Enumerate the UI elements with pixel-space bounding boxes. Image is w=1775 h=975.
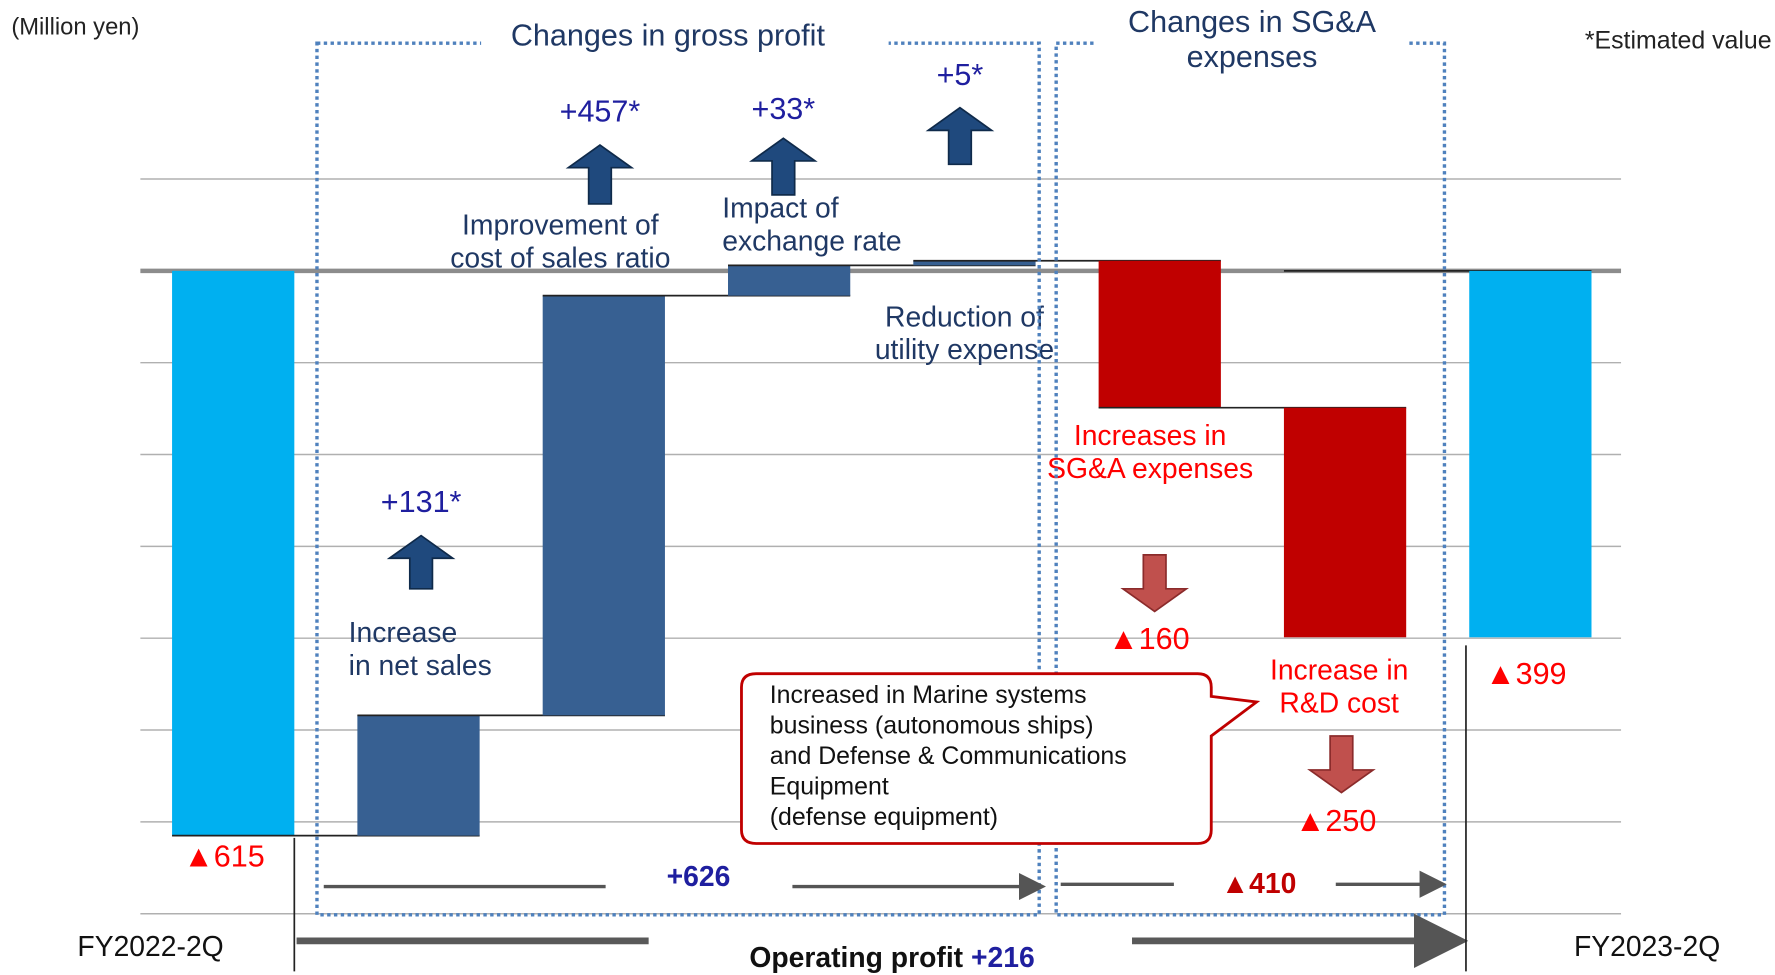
callout-line: Equipment <box>770 773 889 801</box>
note: *Estimated value <box>1585 27 1772 55</box>
category-label: Increase in net sales <box>349 617 492 682</box>
category-line: exchange rate <box>722 225 901 257</box>
category-line: Increase <box>349 617 458 649</box>
value-label: +457* <box>560 94 641 128</box>
value-label: ▲250 <box>1295 804 1376 838</box>
arrow <box>1307 735 1376 794</box>
value-label: ▲160 <box>1108 622 1189 656</box>
total-label-text: Operating profit <box>749 942 963 974</box>
category-label: Impact of exchange rate <box>722 192 901 257</box>
group-box <box>1054 41 1447 917</box>
unit-label: (Million yen) <box>11 14 139 41</box>
bar <box>1283 407 1407 638</box>
callout-line: business (autonomous ships) <box>770 711 1094 739</box>
category-line: FY2022-2Q <box>77 930 223 962</box>
value-label: +33* <box>751 92 815 126</box>
label-bg <box>1095 6 1409 75</box>
bar <box>357 715 480 836</box>
callout-line: and Defense & Communications <box>770 742 1127 770</box>
group-title: Changes in gross profit <box>511 19 826 53</box>
arrow <box>1120 554 1190 613</box>
category-line: Improvement of <box>462 209 659 241</box>
value-label: +131* <box>381 485 462 519</box>
group-title: Changes in SG&A <box>1128 5 1377 39</box>
category-line: FY2023-2Q <box>1574 930 1720 962</box>
category-label: FY2023-2Q <box>1574 930 1720 962</box>
callout-line: (defense equipment) <box>770 803 998 831</box>
category-label: Reduction of utility expense <box>875 301 1054 366</box>
category-line: Impact of <box>722 192 839 224</box>
category-label: Increases in SG&A expenses <box>1047 420 1253 485</box>
arrow <box>749 137 818 196</box>
category-label: FY2022-2Q <box>77 930 223 962</box>
category-line: in net sales <box>349 650 492 682</box>
group-title: expenses <box>1187 40 1318 74</box>
callout-line: Increased in Marine systems <box>770 681 1087 709</box>
category-line: Reduction of <box>885 301 1044 333</box>
value-label: ▲615 <box>184 839 265 873</box>
arrow <box>925 106 995 166</box>
total-value: +216 <box>971 942 1035 974</box>
value-label: +5* <box>937 58 984 92</box>
category-line: SG&A expenses <box>1047 453 1253 485</box>
callout <box>740 672 1261 845</box>
subtotal: ▲410 <box>1221 867 1296 899</box>
arrow <box>386 534 456 590</box>
category-line: utility expense <box>875 334 1054 366</box>
marks: ▲615 FY2022-2Q +131* Increase in net sales +4… <box>77 58 1720 962</box>
bar <box>727 265 851 296</box>
category-line: Increases in <box>1074 420 1227 452</box>
category-line: cost of sales ratio <box>450 242 670 274</box>
category-label: Increase in R&D cost <box>1270 654 1408 719</box>
subtotal: +626 <box>667 860 731 892</box>
bar <box>542 295 665 716</box>
category-line: Increase in <box>1270 654 1408 686</box>
bar <box>1469 270 1592 638</box>
label-bg <box>481 20 889 60</box>
category-line: R&D cost <box>1279 687 1399 719</box>
total-label: Operating profit +216 <box>749 942 1034 974</box>
category-label: Improvement of cost of sales ratio <box>450 209 670 274</box>
arrow <box>565 144 635 205</box>
bar <box>913 260 1036 266</box>
value-label: ▲399 <box>1485 657 1566 691</box>
bar <box>1098 260 1221 408</box>
bar <box>172 270 295 836</box>
